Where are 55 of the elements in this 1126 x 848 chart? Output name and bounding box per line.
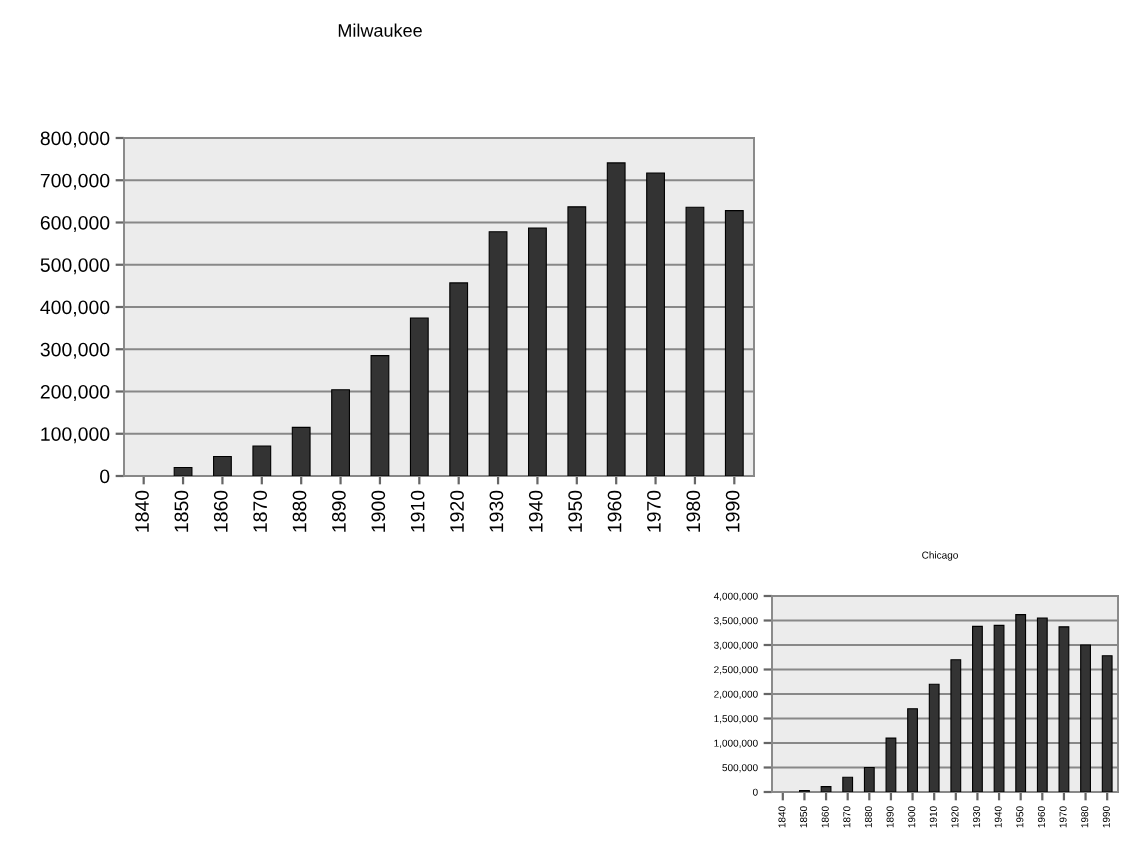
y-tick-label: 300,000 bbox=[40, 342, 110, 359]
bar bbox=[842, 776, 854, 792]
bar bbox=[528, 227, 547, 476]
bar bbox=[1015, 614, 1027, 792]
bar bbox=[724, 210, 744, 476]
y-tick-label: 800,000 bbox=[40, 131, 110, 148]
bar bbox=[331, 389, 350, 476]
x-tick-label: 1870 bbox=[253, 490, 268, 532]
y-tick-label: 400,000 bbox=[40, 300, 110, 317]
x-tick-label: 1860 bbox=[213, 490, 228, 532]
bar bbox=[1036, 617, 1048, 792]
x-tick-label: 1970 bbox=[647, 490, 661, 532]
bar bbox=[972, 625, 983, 792]
bar bbox=[907, 708, 918, 792]
bar bbox=[606, 162, 626, 476]
bar bbox=[993, 624, 1005, 792]
bar bbox=[646, 172, 665, 476]
bar bbox=[950, 659, 962, 792]
bar bbox=[252, 445, 272, 476]
y-tick-label: 200,000 bbox=[40, 384, 110, 402]
y-tick-label: 700,000 bbox=[40, 173, 110, 190]
bar bbox=[863, 766, 875, 792]
bar bbox=[820, 786, 832, 792]
bar bbox=[1101, 655, 1113, 792]
x-tick-label: 1850 bbox=[174, 490, 189, 532]
bar bbox=[213, 456, 232, 476]
y-tick-label: 500,000 bbox=[40, 258, 110, 275]
y-tick-label: 100,000 bbox=[41, 427, 110, 444]
x-tick-label: 1930 bbox=[489, 490, 504, 532]
y-tick-label: 600,000 bbox=[40, 215, 110, 233]
bar bbox=[928, 683, 940, 792]
x-tick-label: 1940 bbox=[528, 490, 543, 532]
chart-title: Milwaukee bbox=[338, 23, 422, 37]
x-tick-label: 1890 bbox=[332, 490, 346, 532]
x-tick-label: 1900 bbox=[371, 490, 386, 532]
bar bbox=[1058, 626, 1070, 792]
y-tick-label: 0 bbox=[100, 469, 110, 484]
bar bbox=[449, 282, 469, 476]
bar bbox=[291, 426, 311, 476]
x-tick-label: 1990 bbox=[725, 490, 740, 532]
x-tick-label: 1920 bbox=[450, 490, 464, 532]
bar bbox=[567, 206, 587, 476]
bar bbox=[685, 206, 705, 476]
x-tick-label: 1960 bbox=[607, 490, 622, 532]
bar bbox=[488, 231, 508, 476]
x-tick-label: 1980 bbox=[686, 490, 701, 532]
x-tick-label: 1840 bbox=[135, 490, 149, 532]
bar bbox=[173, 466, 193, 476]
x-tick-label: 1880 bbox=[292, 490, 307, 532]
bar bbox=[370, 355, 390, 476]
x-tick-label: 1910 bbox=[410, 490, 425, 532]
x-tick-label: 1950 bbox=[568, 490, 583, 532]
bar bbox=[409, 317, 429, 476]
bar bbox=[885, 737, 897, 792]
bar bbox=[1080, 644, 1091, 792]
